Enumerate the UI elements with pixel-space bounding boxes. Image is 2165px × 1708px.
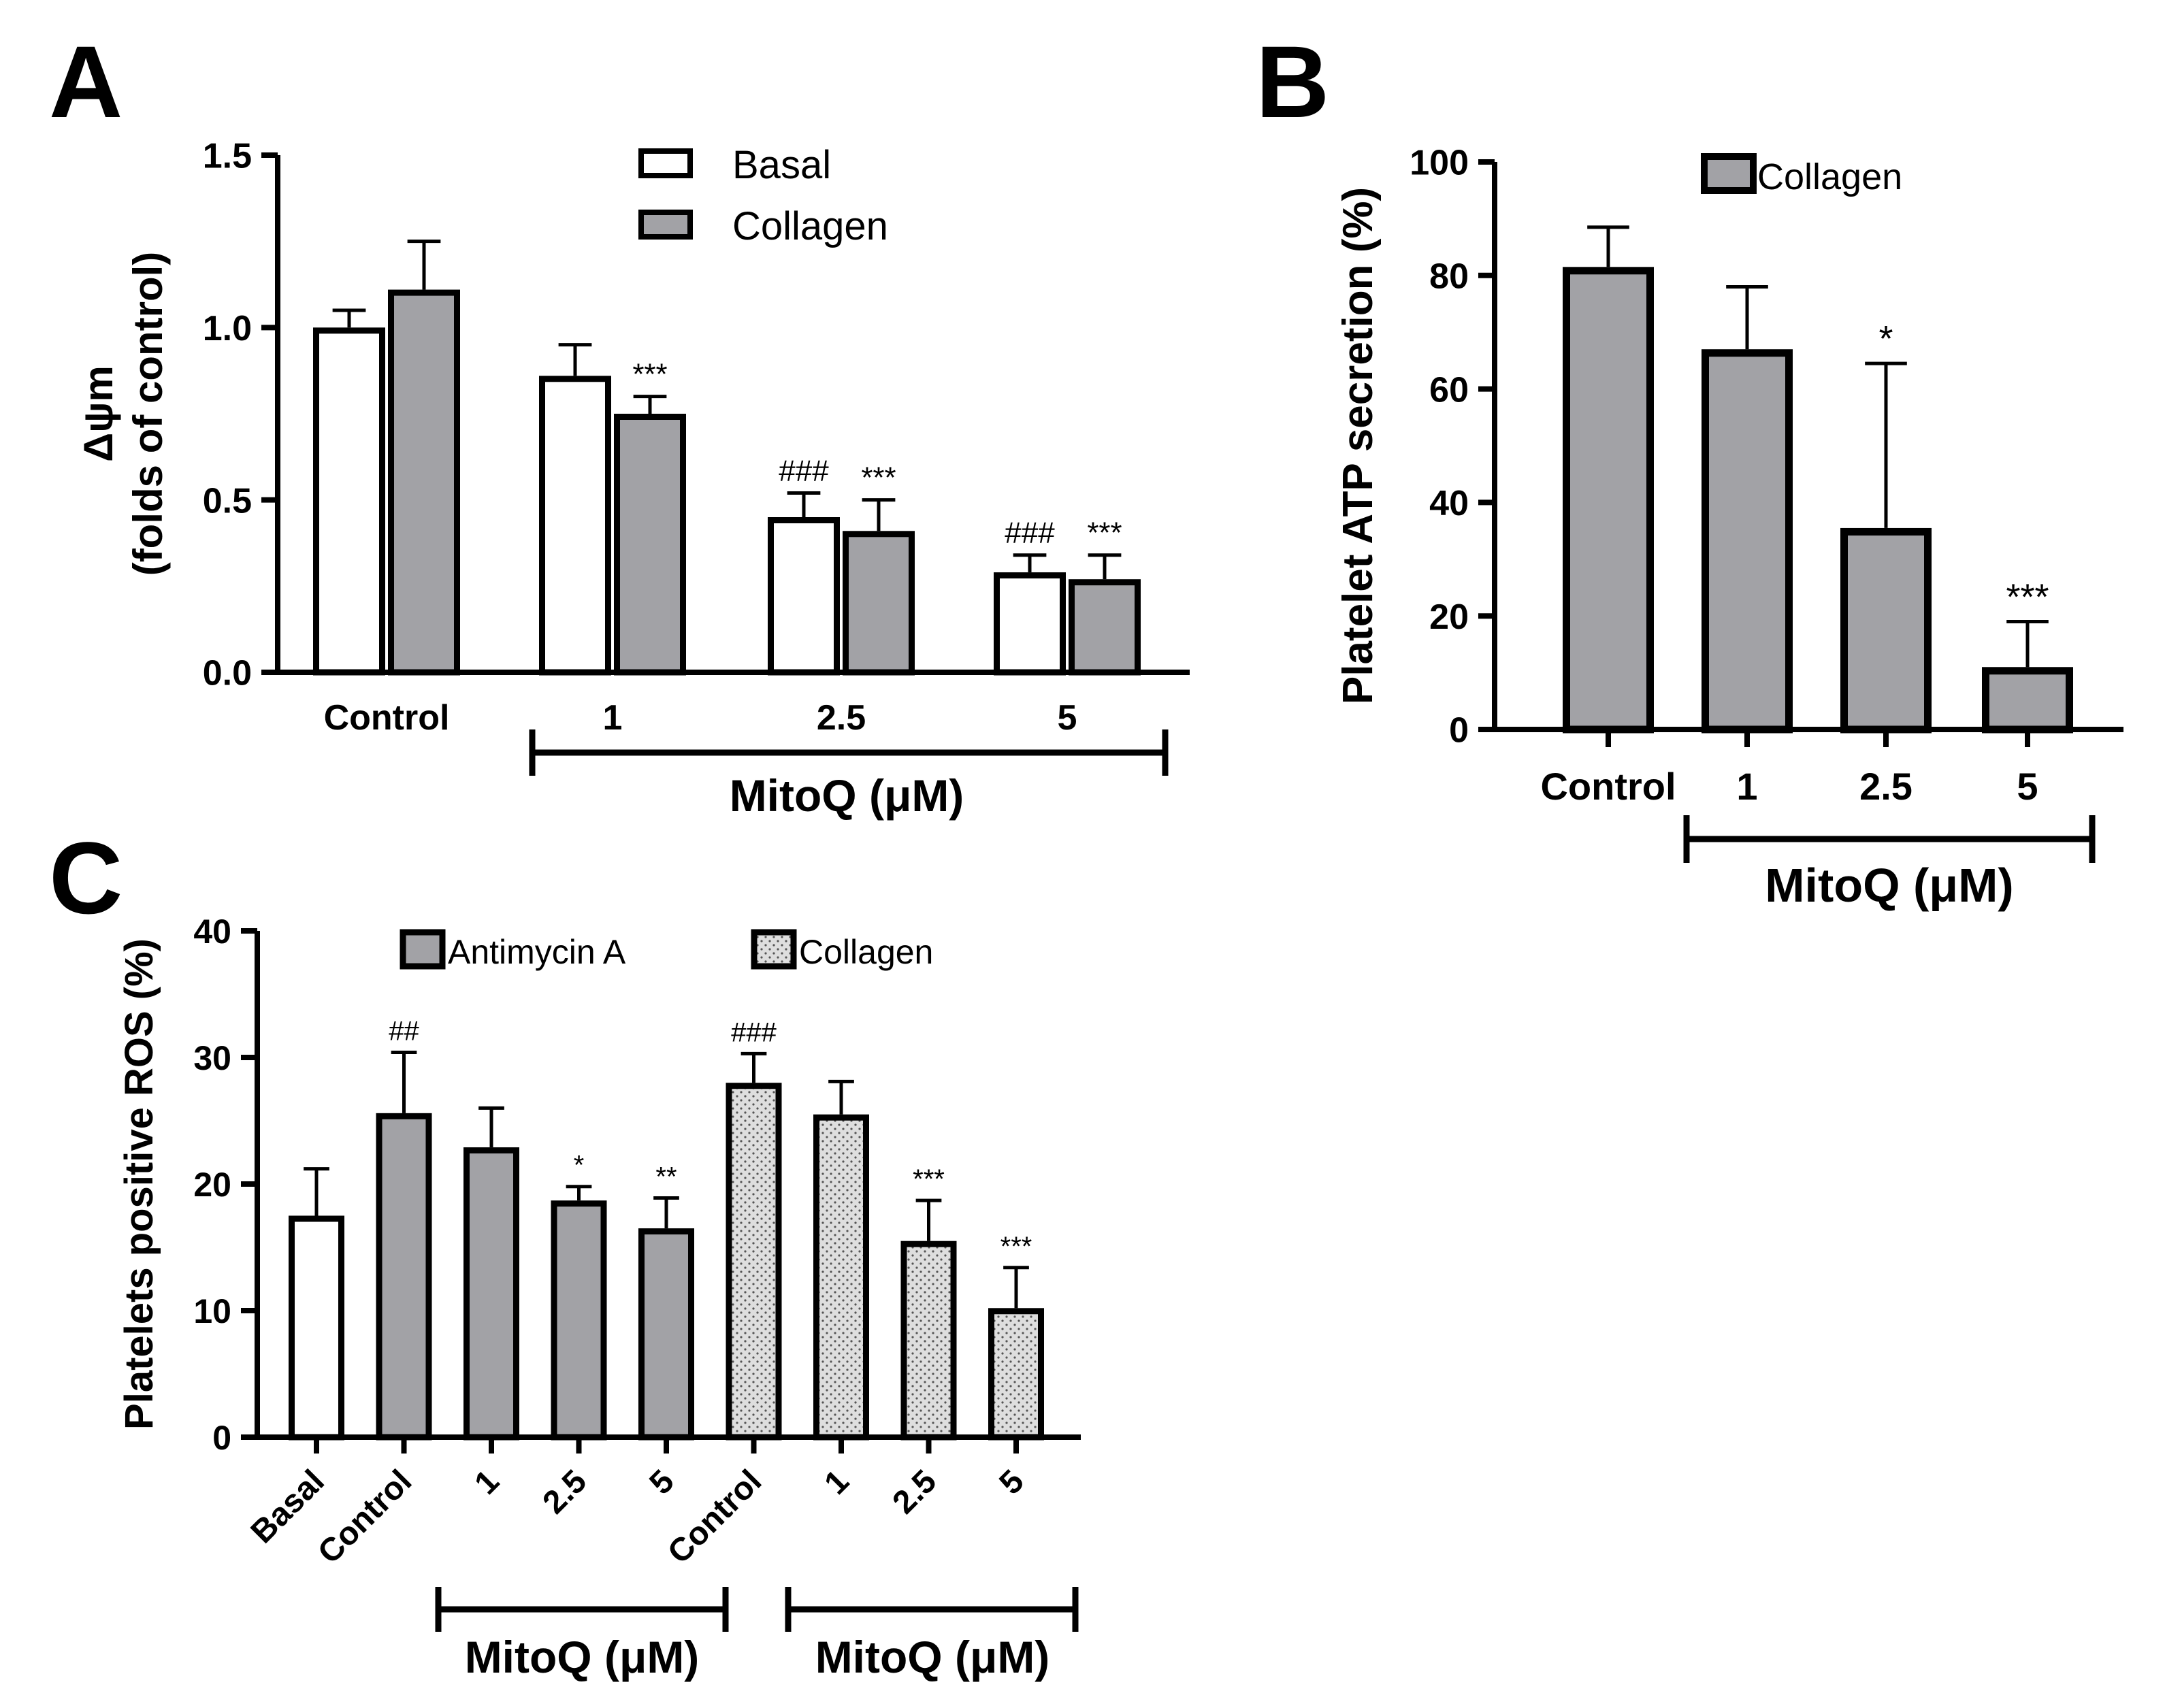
panel-label-c: C xyxy=(49,821,123,935)
panel-b-x-tick-label: 2.5 xyxy=(1859,765,1912,808)
panel-a-legend-label-collagen: Collagen xyxy=(732,204,888,248)
panel-b-collagen-significance-label: * xyxy=(1878,318,1893,359)
panel-a-basal-bar xyxy=(994,572,1066,676)
panel-c-collagen-significance-label: *** xyxy=(1000,1232,1032,1262)
panel-c-y-tick-label: 10 xyxy=(193,1292,231,1330)
panel-a-collagen-significance-label: *** xyxy=(1087,516,1122,550)
panel-a-legend-swatch-basal xyxy=(638,148,693,178)
panel-b-y-tick-label: 100 xyxy=(1410,144,1469,183)
panel-label-b: B xyxy=(1256,24,1329,139)
panel-a-x-tick-label: 5 xyxy=(1058,698,1077,738)
panel-a-basal-bar xyxy=(313,327,385,676)
panel-b-collagen-bar xyxy=(1563,267,1654,734)
panel-c-collagen-bar xyxy=(988,1308,1044,1441)
panel-a-basal-bar xyxy=(539,376,611,676)
panel-a-collagen-bar xyxy=(843,531,915,676)
panel-label-a: A xyxy=(49,24,123,139)
panel-a-legend-label-basal: Basal xyxy=(732,143,831,187)
panel-b-y-tick-label: 0 xyxy=(1449,711,1469,751)
panel-c-collagen-bar xyxy=(726,1083,782,1441)
panel-a-basal-significance-label: ### xyxy=(1005,516,1055,550)
panel-c-legend-label-antimycin: Antimycin A xyxy=(448,933,626,971)
panel-b-legend-label-collagen: Collagen xyxy=(1757,157,1902,197)
panel-b-legend-swatch-collagen xyxy=(1701,153,1757,194)
panel-a-legend-swatch-collagen xyxy=(638,210,693,240)
panel-c-x-tick-label: 1 xyxy=(468,1463,506,1501)
panel-c-collagen-bar xyxy=(900,1241,957,1441)
panel-c-y-label: Platelets positive ROS (%) xyxy=(117,938,161,1430)
panel-a-chart: 0.0 0.5 1.0 1.5 Control *** 1 ### *** 2.5 ### *** 5… xyxy=(76,137,1190,821)
panel-a-x-tick-label: 1 xyxy=(603,698,623,738)
panel-c-basal-bar xyxy=(289,1215,344,1441)
panel-b-y-tick-label: 20 xyxy=(1429,597,1469,637)
panel-c-group-label-1: MitoQ (μM) xyxy=(465,1632,700,1682)
panel-a-y-label-line2: (folds of control) xyxy=(125,252,171,576)
panel-b-collagen-bar xyxy=(1982,667,2073,734)
panel-a-x-tick-label: 2.5 xyxy=(817,698,866,738)
panel-b-y-tick-label: 60 xyxy=(1429,370,1469,410)
panel-c-antimycin-a-significance-label: * xyxy=(574,1151,585,1181)
panel-b-collagen-significance-label: *** xyxy=(2006,577,2049,618)
panel-c-antimycin-a-significance-label: ** xyxy=(655,1162,677,1192)
panel-a-y-label-line1: Δψm xyxy=(76,365,121,462)
panel-c-x-tick-label: 1 xyxy=(817,1463,856,1501)
panel-c-x-tick-label: 5 xyxy=(992,1463,1030,1501)
panel-b-x-tick-label: 1 xyxy=(1736,765,1757,808)
panel-a-collagen-bar xyxy=(388,289,460,676)
panel-c-antimycin-a-bar xyxy=(376,1113,432,1441)
panel-b-x-tick-label: Control xyxy=(1540,765,1676,808)
panel-c-antimycin-a-significance-label: ## xyxy=(389,1017,419,1047)
panel-c-y-tick-label: 30 xyxy=(193,1039,231,1077)
panel-b-y-tick-label: 80 xyxy=(1429,257,1469,297)
panel-c-antimycin-a-bar xyxy=(638,1228,694,1441)
panel-b-chart: 0 20 40 60 80 100 Control 1 * 2.5 *** 5 Platelet A… xyxy=(1335,144,2123,912)
panel-a-y-tick-label: 0.5 xyxy=(203,481,252,521)
panel-c-x-tick-label: 2.5 xyxy=(886,1463,944,1521)
panel-a-x-tick-label: Control xyxy=(324,698,450,738)
panel-a-collagen-significance-label: *** xyxy=(861,461,896,495)
panel-c-x-tick-label: 5 xyxy=(642,1463,681,1501)
panel-c-group-label-2: MitoQ (μM) xyxy=(815,1632,1050,1682)
panel-c-collagen-significance-label: ### xyxy=(731,1017,777,1047)
panel-a-group-label: MitoQ (μM) xyxy=(730,770,964,821)
panel-c-y-tick-label: 40 xyxy=(193,913,231,951)
panel-a-basal-bar xyxy=(768,517,840,676)
panel-c-x-tick-label: 2.5 xyxy=(536,1463,594,1521)
panel-a-y-tick-label: 1.0 xyxy=(203,309,252,348)
panel-a-collagen-bar xyxy=(1069,579,1141,676)
panel-c-antimycin-a-bar xyxy=(463,1147,519,1441)
panel-a-y-tick-label: 0.0 xyxy=(203,654,252,693)
panel-b-x-tick-label: 5 xyxy=(2017,765,2038,808)
panel-c-legend-swatch-antimycin xyxy=(400,929,446,970)
panel-b-y-tick-label: 40 xyxy=(1429,484,1469,523)
panel-b-collagen-bar xyxy=(1702,349,1793,734)
panel-a-y-tick-label: 1.5 xyxy=(203,137,252,176)
panel-c-y-tick-label: 0 xyxy=(212,1419,231,1457)
panel-c-collagen-significance-label: *** xyxy=(913,1164,945,1194)
panel-c-legend-label-collagen: Collagen xyxy=(799,933,933,971)
panel-c-legend-swatch-collagen xyxy=(751,929,797,970)
panel-b-collagen-bar xyxy=(1840,527,1932,734)
panel-a-basal-significance-label: ### xyxy=(779,455,829,488)
panel-a-collagen-bar xyxy=(614,414,686,676)
panel-a-collagen-significance-label: *** xyxy=(632,358,667,391)
panel-b-y-label: Platelet ATP secretion (%) xyxy=(1335,187,1382,704)
panel-c-antimycin-a-bar xyxy=(551,1200,607,1441)
panel-c-y-tick-label: 20 xyxy=(193,1166,231,1204)
panel-b-group-label: MitoQ (μM) xyxy=(1765,859,2013,912)
panel-c-collagen-bar xyxy=(813,1114,869,1441)
panel-c-x-tick-label: Control xyxy=(311,1463,419,1571)
panel-c-x-tick-label: Control xyxy=(661,1463,768,1571)
